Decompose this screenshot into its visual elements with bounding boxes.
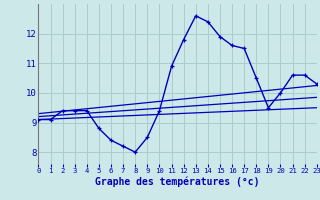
X-axis label: Graphe des températures (°c): Graphe des températures (°c): [95, 177, 260, 187]
